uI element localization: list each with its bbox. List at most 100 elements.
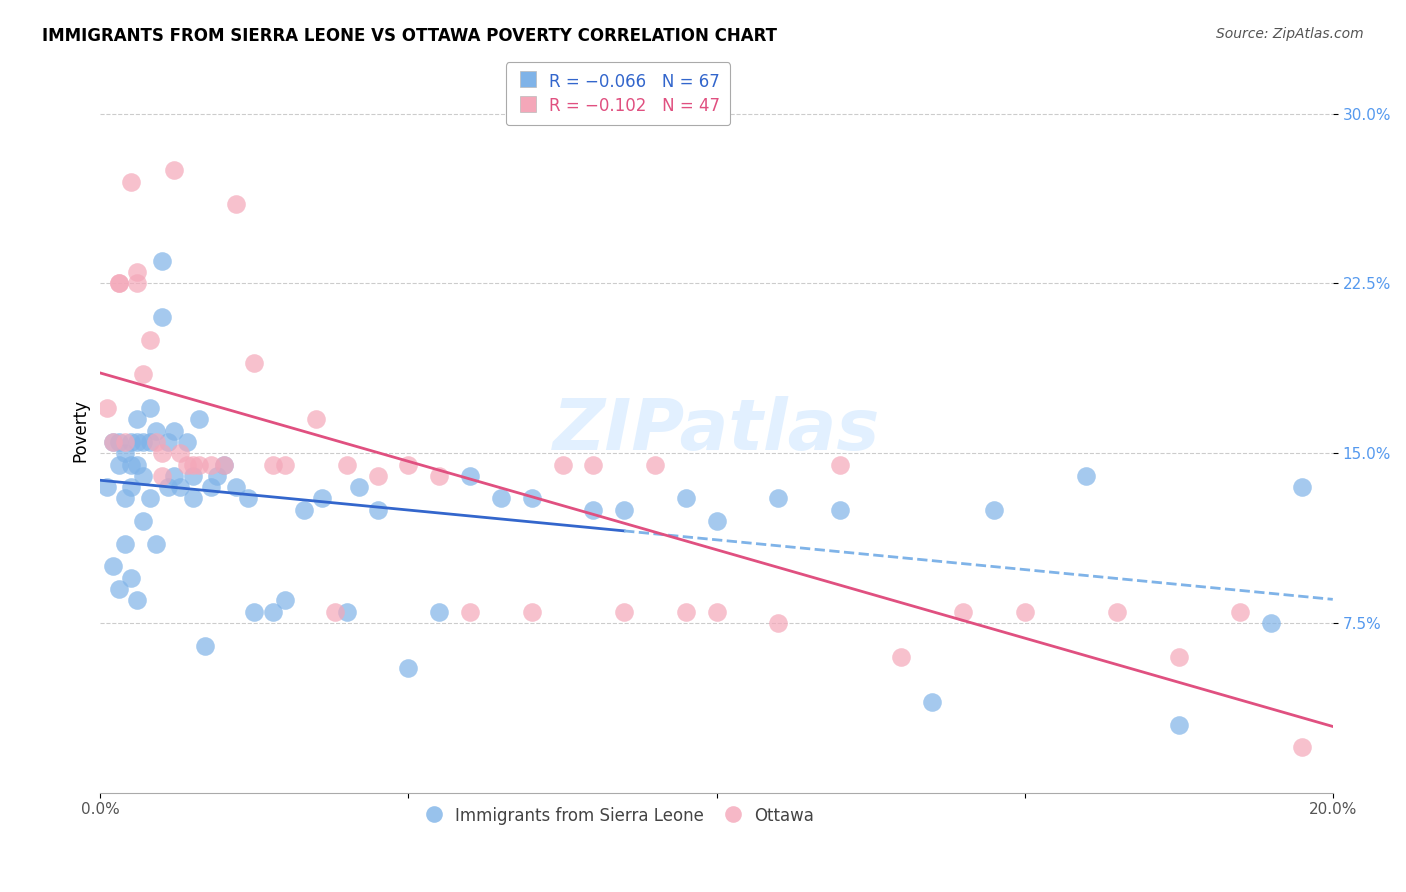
Point — [347, 480, 370, 494]
Point — [398, 458, 420, 472]
Point — [225, 197, 247, 211]
Point — [96, 401, 118, 415]
Point — [890, 649, 912, 664]
Point — [120, 434, 142, 449]
Point — [108, 458, 131, 472]
Point — [706, 514, 728, 528]
Point — [127, 458, 149, 472]
Point — [706, 605, 728, 619]
Point — [108, 434, 131, 449]
Point — [120, 480, 142, 494]
Point — [983, 503, 1005, 517]
Legend: Immigrants from Sierra Leone, Ottawa: Immigrants from Sierra Leone, Ottawa — [412, 797, 824, 835]
Point — [132, 434, 155, 449]
Point — [458, 468, 481, 483]
Point — [108, 277, 131, 291]
Point — [114, 491, 136, 506]
Point — [1167, 718, 1189, 732]
Y-axis label: Poverty: Poverty — [72, 399, 89, 462]
Point — [398, 661, 420, 675]
Point — [367, 503, 389, 517]
Point — [176, 434, 198, 449]
Point — [145, 424, 167, 438]
Point — [145, 537, 167, 551]
Point — [952, 605, 974, 619]
Point — [582, 458, 605, 472]
Point — [1291, 740, 1313, 755]
Point — [169, 480, 191, 494]
Point — [1107, 605, 1129, 619]
Point — [323, 605, 346, 619]
Point — [675, 605, 697, 619]
Point — [132, 468, 155, 483]
Point — [551, 458, 574, 472]
Point — [262, 605, 284, 619]
Point — [96, 480, 118, 494]
Point — [200, 458, 222, 472]
Point — [114, 537, 136, 551]
Point — [292, 503, 315, 517]
Point — [150, 468, 173, 483]
Point — [427, 605, 450, 619]
Point — [207, 468, 229, 483]
Point — [200, 480, 222, 494]
Point — [1291, 480, 1313, 494]
Point — [274, 593, 297, 607]
Point — [458, 605, 481, 619]
Point — [1076, 468, 1098, 483]
Point — [108, 277, 131, 291]
Point — [181, 458, 204, 472]
Point — [127, 434, 149, 449]
Point — [120, 458, 142, 472]
Point — [225, 480, 247, 494]
Point — [828, 458, 851, 472]
Text: Source: ZipAtlas.com: Source: ZipAtlas.com — [1216, 27, 1364, 41]
Point — [187, 458, 209, 472]
Point — [212, 458, 235, 472]
Point — [127, 412, 149, 426]
Point — [101, 559, 124, 574]
Point — [108, 582, 131, 596]
Point — [921, 695, 943, 709]
Point — [582, 503, 605, 517]
Point — [181, 468, 204, 483]
Point — [238, 491, 260, 506]
Point — [644, 458, 666, 472]
Point — [163, 163, 186, 178]
Point — [163, 424, 186, 438]
Point — [1229, 605, 1251, 619]
Point — [212, 458, 235, 472]
Point — [145, 434, 167, 449]
Point — [367, 468, 389, 483]
Point — [114, 446, 136, 460]
Point — [305, 412, 328, 426]
Point — [828, 503, 851, 517]
Point — [169, 446, 191, 460]
Point — [150, 253, 173, 268]
Point — [766, 615, 789, 630]
Point — [243, 356, 266, 370]
Point — [127, 265, 149, 279]
Point — [243, 605, 266, 619]
Point — [163, 468, 186, 483]
Point — [427, 468, 450, 483]
Point — [114, 434, 136, 449]
Point — [138, 333, 160, 347]
Point — [101, 434, 124, 449]
Point — [675, 491, 697, 506]
Point — [194, 639, 217, 653]
Text: IMMIGRANTS FROM SIERRA LEONE VS OTTAWA POVERTY CORRELATION CHART: IMMIGRANTS FROM SIERRA LEONE VS OTTAWA P… — [42, 27, 778, 45]
Point — [766, 491, 789, 506]
Point — [132, 514, 155, 528]
Point — [127, 277, 149, 291]
Point — [1260, 615, 1282, 630]
Point — [1014, 605, 1036, 619]
Point — [274, 458, 297, 472]
Point — [520, 491, 543, 506]
Point — [150, 310, 173, 325]
Point — [187, 412, 209, 426]
Point — [132, 367, 155, 381]
Point — [120, 175, 142, 189]
Point — [157, 480, 180, 494]
Point — [181, 491, 204, 506]
